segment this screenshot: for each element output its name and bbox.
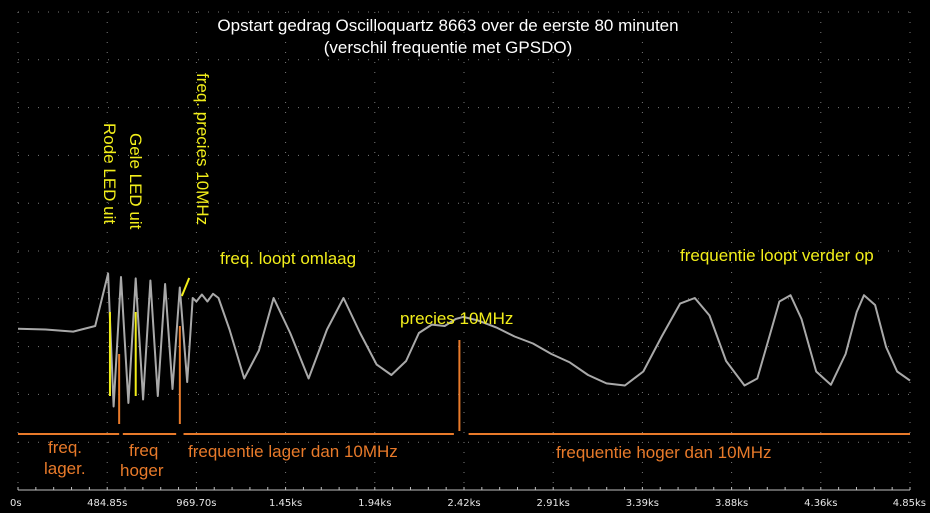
x-tick-label: 484.85s [87,498,127,509]
x-tick-label: 0s [10,498,22,509]
annotation-leader [180,277,191,297]
trace-series [17,272,911,408]
annotation-rode-led: Rode LED uit [100,123,119,224]
signal-trace [17,272,911,408]
annotation-gele-led: Gele LED uit [126,133,145,230]
x-tick-label: 1.94ks [358,498,391,509]
annotation-precies-10mhz: precies 10MHz [400,309,513,328]
plot-frame [17,487,911,491]
chart-title: Opstart gedrag Oscilloquartz 8663 over d… [217,16,678,35]
x-tick-label: 3.39ks [626,498,659,509]
x-tick-label: 2.91ks [537,498,570,509]
annotation-freq-verder-op: frequentie loopt verder op [680,246,874,265]
label-freq-hoger-dan: frequentie hoger dan 10MHz [556,443,771,462]
x-tick-labels: 0s 484.85s 969.70s 1.45ks 1.94ks 2.42ks 2.91ks… [10,498,926,509]
x-tick-label: 969.70s [176,498,216,509]
chart-subtitle: (verschil frequentie met GPSDO) [324,38,572,57]
annotation-freq-precies: freq. precies 10MHz [193,73,212,225]
marker-lines [108,277,461,431]
label-freq-lager-line2: lager. [44,459,86,478]
x-tick-label: 1.45ks [269,498,302,509]
label-freq-lager-dan: frequentie lager dan 10MHz [188,442,398,461]
annotation-freq-omlaag: freq. loopt omlaag [220,249,356,268]
x-tick-label: 2.42ks [447,498,480,509]
x-tick-label: 4.36ks [804,498,837,509]
label-freq-lager-line1: freq. [48,438,82,457]
label-freq-hoger-line2: hoger [120,461,164,480]
x-tick-label: 3.88ks [715,498,748,509]
x-tick-label: 4.85ks [893,498,926,509]
label-freq-hoger-line1: freq [129,441,158,460]
